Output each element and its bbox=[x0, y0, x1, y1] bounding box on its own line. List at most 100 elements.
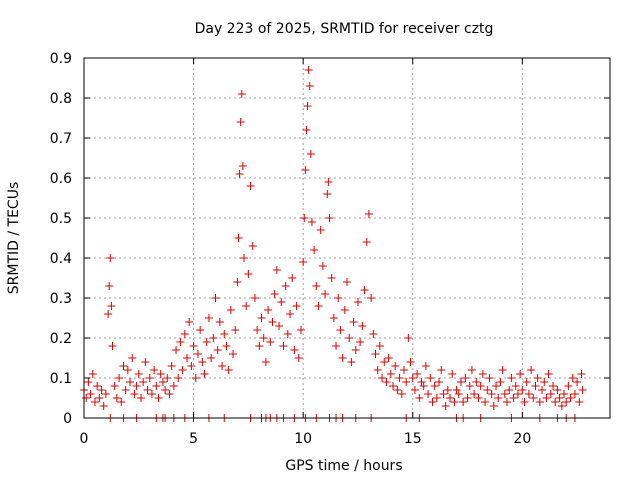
data-point bbox=[163, 374, 172, 382]
data-point bbox=[288, 274, 297, 282]
data-point bbox=[270, 290, 279, 298]
data-point bbox=[215, 318, 224, 326]
data-point bbox=[316, 226, 325, 234]
data-point bbox=[239, 254, 248, 262]
data-point bbox=[117, 398, 126, 406]
data-point bbox=[544, 370, 553, 378]
y-tick-label: 0.7 bbox=[50, 131, 72, 147]
data-point bbox=[559, 390, 568, 398]
data-point bbox=[340, 306, 349, 314]
data-point bbox=[518, 386, 527, 394]
data-point bbox=[419, 382, 428, 390]
data-point bbox=[220, 330, 229, 338]
x-tick-label: 5 bbox=[189, 431, 198, 447]
data-point bbox=[143, 386, 152, 394]
data-point bbox=[430, 382, 439, 390]
data-point bbox=[432, 394, 441, 402]
data-point bbox=[467, 366, 476, 374]
data-point bbox=[329, 314, 338, 322]
data-point bbox=[551, 398, 560, 406]
data-point bbox=[415, 394, 424, 402]
data-point bbox=[200, 370, 209, 378]
data-point bbox=[338, 354, 347, 362]
data-point bbox=[130, 390, 139, 398]
data-point bbox=[524, 390, 533, 398]
data-point bbox=[169, 382, 178, 390]
data-point bbox=[300, 214, 309, 222]
data-point bbox=[242, 302, 251, 310]
data-point bbox=[233, 278, 242, 286]
data-point bbox=[110, 382, 119, 390]
data-point bbox=[145, 374, 154, 382]
y-tick-label: 0.4 bbox=[50, 251, 72, 267]
data-point bbox=[476, 382, 485, 390]
data-point bbox=[226, 306, 235, 314]
data-point bbox=[408, 374, 417, 382]
tick-labels: 0 0.1 0.2 0.3 0.4 0.5 0.6 0.7 0.8 0.9 0 5 10 15 20 bbox=[50, 51, 532, 447]
data-point bbox=[193, 350, 202, 358]
data-point bbox=[531, 382, 540, 390]
data-point bbox=[371, 350, 380, 358]
data-point bbox=[404, 334, 413, 342]
data-point bbox=[126, 378, 135, 386]
data-point bbox=[95, 394, 104, 402]
data-point bbox=[165, 390, 174, 398]
data-point bbox=[481, 398, 490, 406]
data-point bbox=[362, 238, 371, 246]
data-point bbox=[196, 326, 205, 334]
data-point bbox=[496, 378, 505, 386]
data-point bbox=[437, 366, 446, 374]
data-point bbox=[257, 314, 266, 322]
data-point bbox=[446, 394, 455, 402]
data-point bbox=[189, 342, 198, 350]
data-point bbox=[483, 386, 492, 394]
data-point bbox=[93, 382, 102, 390]
data-point bbox=[250, 294, 259, 302]
data-point bbox=[141, 358, 150, 366]
data-point bbox=[204, 314, 213, 322]
data-point bbox=[191, 374, 200, 382]
data-point bbox=[248, 242, 257, 250]
data-point bbox=[498, 366, 507, 374]
data-point bbox=[470, 390, 479, 398]
data-point bbox=[535, 398, 544, 406]
data-point bbox=[185, 318, 194, 326]
data-point bbox=[302, 126, 311, 134]
chart-title: Day 223 of 2025, SRMTID for receiver czt… bbox=[195, 21, 494, 37]
data-point bbox=[527, 366, 536, 374]
data-point bbox=[84, 378, 93, 386]
y-tick-label: 0.6 bbox=[50, 171, 72, 187]
data-point bbox=[511, 382, 520, 390]
data-point bbox=[564, 382, 573, 390]
x-tick-label: 20 bbox=[513, 431, 531, 447]
data-point bbox=[237, 90, 246, 98]
data-point bbox=[435, 378, 444, 386]
data-point bbox=[139, 378, 148, 386]
data-point bbox=[128, 354, 137, 362]
data-point bbox=[178, 366, 187, 374]
data-point bbox=[336, 326, 345, 334]
data-point bbox=[104, 310, 113, 318]
data-point bbox=[334, 294, 343, 302]
data-point bbox=[294, 354, 303, 362]
data-point bbox=[105, 282, 114, 290]
data-point bbox=[281, 282, 290, 290]
data-point bbox=[121, 386, 130, 394]
data-point bbox=[108, 342, 117, 350]
data-point bbox=[236, 118, 245, 126]
data-point bbox=[132, 382, 141, 390]
y-axis-label: SRMTID / TECUs bbox=[6, 182, 22, 295]
data-point bbox=[566, 394, 575, 402]
data-point bbox=[231, 326, 240, 334]
y-tick-label: 0.8 bbox=[50, 91, 72, 107]
data-point bbox=[312, 282, 321, 290]
data-point bbox=[358, 322, 367, 330]
data-point bbox=[472, 378, 481, 386]
data-point bbox=[150, 366, 159, 374]
data-point bbox=[323, 190, 332, 198]
data-point bbox=[410, 386, 419, 394]
data-point bbox=[174, 374, 183, 382]
data-point bbox=[268, 318, 277, 326]
data-point bbox=[570, 390, 579, 398]
data-point bbox=[347, 358, 356, 366]
